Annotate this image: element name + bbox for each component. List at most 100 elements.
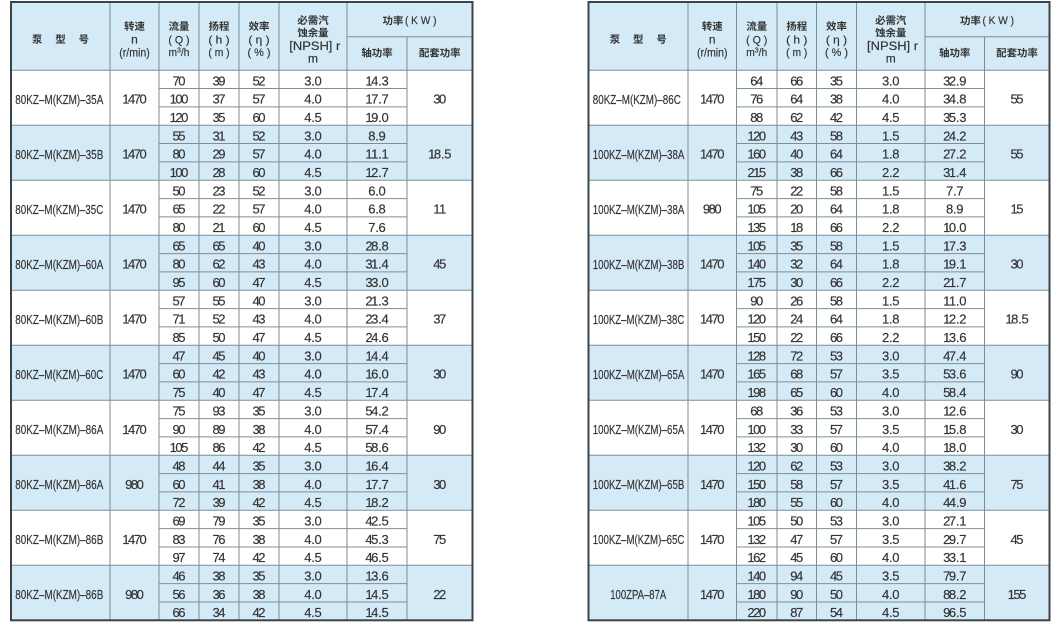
svg-text:27.2: 27.2 xyxy=(943,147,966,162)
svg-text:30: 30 xyxy=(1011,422,1024,437)
svg-text:93: 93 xyxy=(213,403,226,418)
svg-text:( h ): ( h ) xyxy=(208,35,229,47)
svg-text:7.7: 7.7 xyxy=(946,183,964,198)
svg-text:52: 52 xyxy=(213,312,226,327)
svg-text:57: 57 xyxy=(253,92,266,107)
svg-text:34.8: 34.8 xyxy=(943,92,966,107)
svg-text:11: 11 xyxy=(433,202,446,217)
svg-text:160: 160 xyxy=(747,147,766,162)
svg-text:( η ): ( η ) xyxy=(248,35,269,47)
svg-text:3.0: 3.0 xyxy=(882,458,900,473)
svg-text:12.2: 12.2 xyxy=(943,312,966,327)
svg-text:13.6: 13.6 xyxy=(365,568,388,583)
svg-text:47: 47 xyxy=(253,275,266,290)
svg-text:72: 72 xyxy=(790,348,803,363)
svg-text:3.0: 3.0 xyxy=(304,183,322,198)
svg-text:3.5: 3.5 xyxy=(882,532,900,547)
svg-text:80KZ–M(KZM)–60B: 80KZ–M(KZM)–60B xyxy=(15,313,103,327)
svg-text:75: 75 xyxy=(750,183,763,198)
svg-text:46.5: 46.5 xyxy=(365,550,388,565)
svg-text:4.0: 4.0 xyxy=(882,495,900,510)
svg-text:36: 36 xyxy=(790,403,803,418)
svg-text:4.5: 4.5 xyxy=(304,385,322,400)
svg-text:50: 50 xyxy=(213,330,226,345)
svg-text:35: 35 xyxy=(253,458,266,473)
svg-text:90: 90 xyxy=(790,587,803,602)
svg-text:89: 89 xyxy=(213,422,226,437)
svg-text:4.0: 4.0 xyxy=(304,92,322,107)
svg-text:16.0: 16.0 xyxy=(365,367,388,382)
svg-text:( % ): ( % ) xyxy=(825,47,848,59)
svg-text:16.4: 16.4 xyxy=(365,458,388,473)
svg-text:65: 65 xyxy=(213,238,226,253)
svg-text:68: 68 xyxy=(790,367,803,382)
svg-text:1470: 1470 xyxy=(122,532,146,547)
svg-text:60: 60 xyxy=(253,165,266,180)
svg-text:80KZ–M(KZM)–60A: 80KZ–M(KZM)–60A xyxy=(15,258,104,272)
svg-text:100: 100 xyxy=(170,92,189,107)
svg-text:80KZ–M(KZM)–86A: 80KZ–M(KZM)–86A xyxy=(15,423,104,437)
svg-text:100KZ–M(KZM)–38C: 100KZ–M(KZM)–38C xyxy=(593,313,685,327)
svg-text:1.8: 1.8 xyxy=(882,202,900,217)
svg-text:52: 52 xyxy=(253,73,266,88)
svg-text:165: 165 xyxy=(747,367,766,382)
svg-text:7.6: 7.6 xyxy=(368,220,386,235)
svg-text:180: 180 xyxy=(747,587,766,602)
svg-text:72: 72 xyxy=(173,495,186,510)
svg-text:105: 105 xyxy=(747,238,766,253)
svg-text:41.6: 41.6 xyxy=(943,477,966,492)
svg-text:35: 35 xyxy=(790,238,803,253)
svg-text:175: 175 xyxy=(747,275,766,290)
svg-text:( K W ): ( K W ) xyxy=(982,15,1014,27)
svg-text:140: 140 xyxy=(747,568,766,583)
svg-text:17.7: 17.7 xyxy=(365,477,388,492)
svg-text:( % ): ( % ) xyxy=(248,47,271,59)
svg-text:2.2: 2.2 xyxy=(882,275,900,290)
svg-text:57: 57 xyxy=(253,202,266,217)
svg-text:64: 64 xyxy=(790,92,803,107)
svg-text:75: 75 xyxy=(173,385,186,400)
svg-text:45: 45 xyxy=(790,550,803,565)
svg-text:6.8: 6.8 xyxy=(368,202,386,217)
svg-text:43: 43 xyxy=(253,312,266,327)
svg-text:57: 57 xyxy=(830,477,843,492)
svg-text:4.0: 4.0 xyxy=(882,385,900,400)
svg-text:4.5: 4.5 xyxy=(304,165,322,180)
svg-text:18: 18 xyxy=(790,220,803,235)
svg-text:1470: 1470 xyxy=(122,257,146,272)
svg-text:62: 62 xyxy=(790,110,803,125)
svg-text:52: 52 xyxy=(253,128,266,143)
svg-text:42: 42 xyxy=(830,110,843,125)
svg-text:2.2: 2.2 xyxy=(882,330,900,345)
svg-text:3.0: 3.0 xyxy=(304,403,322,418)
svg-text:30: 30 xyxy=(790,440,803,455)
svg-text:128: 128 xyxy=(747,348,766,363)
svg-text:4.0: 4.0 xyxy=(304,477,322,492)
svg-text:35: 35 xyxy=(253,513,266,528)
svg-text:4.0: 4.0 xyxy=(304,312,322,327)
svg-text:40: 40 xyxy=(790,147,803,162)
svg-text:38.2: 38.2 xyxy=(943,458,966,473)
svg-text:66: 66 xyxy=(830,330,843,345)
svg-text:3.0: 3.0 xyxy=(882,513,900,528)
svg-text:3.0: 3.0 xyxy=(882,73,900,88)
svg-text:42: 42 xyxy=(213,367,226,382)
svg-text:38: 38 xyxy=(253,532,266,547)
svg-text:3.0: 3.0 xyxy=(304,458,322,473)
svg-text:31: 31 xyxy=(213,128,226,143)
svg-text:79: 79 xyxy=(213,513,226,528)
svg-text:39: 39 xyxy=(213,495,226,510)
svg-text:64: 64 xyxy=(830,147,843,162)
svg-text:70: 70 xyxy=(173,73,186,88)
svg-text:60: 60 xyxy=(830,385,843,400)
svg-text:( η ): ( η ) xyxy=(826,35,847,47)
svg-text:46: 46 xyxy=(173,568,186,583)
svg-text:19.0: 19.0 xyxy=(365,110,388,125)
svg-text:1.8: 1.8 xyxy=(882,257,900,272)
svg-text:4.0: 4.0 xyxy=(304,422,322,437)
svg-text:980: 980 xyxy=(125,587,144,602)
svg-text:198: 198 xyxy=(747,385,766,400)
svg-text:4.0: 4.0 xyxy=(882,587,900,602)
svg-text:105: 105 xyxy=(747,202,766,217)
svg-text:86: 86 xyxy=(213,440,226,455)
